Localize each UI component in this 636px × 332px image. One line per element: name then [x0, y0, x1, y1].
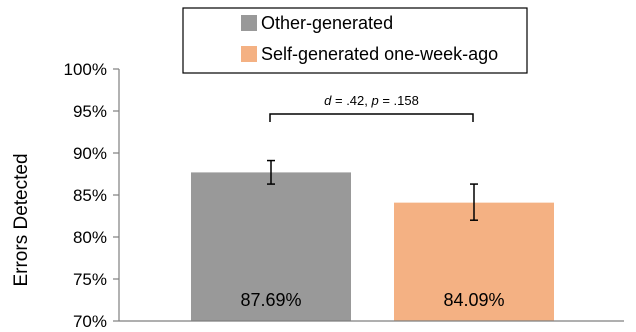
y-tick-label: 85% — [73, 186, 107, 205]
significance-text: d = .42, p = .158 — [324, 93, 419, 108]
bar-2 — [394, 202, 554, 321]
y-tick-label: 75% — [73, 270, 107, 289]
significance-bracket — [269, 113, 474, 122]
bar-value-label-1: 87.69% — [240, 290, 301, 310]
p-label: p — [371, 93, 379, 108]
y-tick-label: 80% — [73, 228, 107, 247]
y-tick-label: 70% — [73, 312, 107, 331]
y-axis-label: Errors Detected — [11, 153, 32, 286]
legend-swatch-self-generated — [241, 46, 257, 62]
legend-swatch-other-generated — [241, 15, 257, 31]
legend-label-other-generated: Other-generated — [261, 13, 393, 33]
p-value: = .158 — [379, 93, 419, 108]
d-value: = .42, — [331, 93, 371, 108]
legend: Other-generated Self-generated one-week-… — [182, 7, 528, 74]
y-axis: 70% 75% 80% 85% 90% 95% 100% — [64, 60, 120, 331]
bar-value-label-2: 84.09% — [443, 290, 504, 310]
y-tick-label: 90% — [73, 144, 107, 163]
bars: 87.69% 84.09% — [191, 159, 554, 321]
legend-box — [182, 7, 528, 74]
y-tick-label: 100% — [64, 60, 107, 79]
legend-label-self-generated: Self-generated one-week-ago — [261, 44, 498, 64]
d-label: d — [324, 93, 332, 108]
bar-1 — [191, 172, 351, 321]
y-tick-label: 95% — [73, 102, 107, 121]
significance-annotation: d = .42, p = .158 — [269, 93, 474, 122]
